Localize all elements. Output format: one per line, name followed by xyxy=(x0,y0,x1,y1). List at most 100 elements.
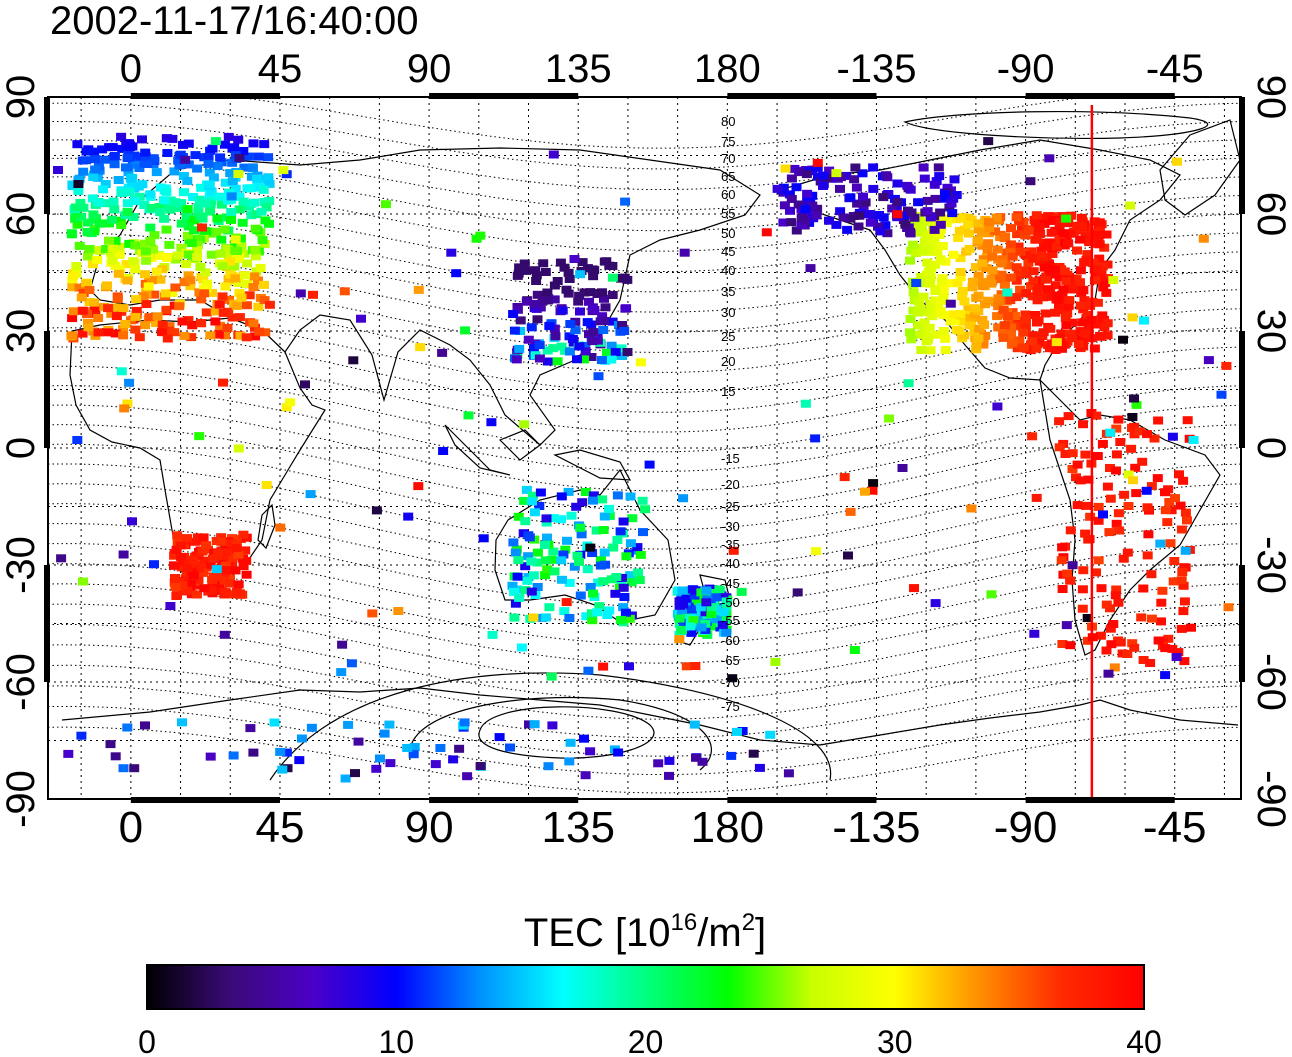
tec-data-cell xyxy=(564,347,575,356)
tec-data-cell xyxy=(602,348,612,357)
tec-data-cell xyxy=(107,244,118,253)
tec-data-cell xyxy=(954,226,965,235)
lon-tick-label-top: 180 xyxy=(694,47,761,91)
tec-data-cell xyxy=(754,763,765,772)
tec-data-cell xyxy=(579,355,590,364)
tec-data-cell xyxy=(211,565,222,574)
frame-bar-right xyxy=(1239,97,1245,214)
tec-data-cell xyxy=(900,220,911,229)
tec-data-cell xyxy=(981,264,992,273)
tec-data-cell xyxy=(957,287,968,295)
tec-data-cell xyxy=(413,482,424,491)
tec-data-cell xyxy=(785,206,795,215)
tec-data-cell xyxy=(1113,415,1124,424)
tec-data-cell xyxy=(1072,460,1083,469)
tec-data-cell xyxy=(1057,585,1068,593)
tec-data-cell xyxy=(1123,470,1134,479)
tec-data-cell xyxy=(983,137,994,146)
tec-data-cell xyxy=(215,153,226,162)
tec-data-cell xyxy=(108,197,119,206)
tec-data-cell xyxy=(998,329,1009,338)
tec-data-cell xyxy=(529,304,540,313)
tec-data-cell xyxy=(534,354,545,363)
tec-data-cell xyxy=(1153,416,1164,425)
tec-data-cell xyxy=(148,245,159,254)
tec-data-cell xyxy=(794,168,805,177)
tec-data-cell xyxy=(207,144,218,153)
tec-data-cell xyxy=(528,344,539,353)
tec-data-cell xyxy=(852,199,863,208)
tec-data-cell xyxy=(1065,526,1076,535)
tec-data-cell xyxy=(129,197,140,206)
tec-data-cell xyxy=(367,609,378,618)
tec-data-cell xyxy=(691,753,701,762)
tec-data-cell xyxy=(1081,501,1091,510)
tec-data-cell xyxy=(549,281,560,290)
tec-data-cell xyxy=(548,514,559,523)
tec-data-cell xyxy=(114,250,125,259)
tec-data-cell xyxy=(510,599,521,608)
tec-data-cell xyxy=(183,316,194,325)
contour-label-north: 20 xyxy=(721,354,735,369)
tec-data-cell xyxy=(930,260,940,269)
tec-data-cell xyxy=(209,580,220,588)
tec-data-cell xyxy=(1062,309,1073,318)
tec-data-cell xyxy=(111,312,122,321)
tec-data-cell xyxy=(854,211,865,220)
tec-data-cell xyxy=(403,512,414,521)
tec-data-cell xyxy=(1089,265,1100,274)
tec-data-cell xyxy=(197,547,208,556)
tec-data-cell xyxy=(953,233,964,242)
tec-data-cell xyxy=(110,261,121,270)
tec-data-cell xyxy=(906,208,917,217)
tec-data-cell xyxy=(454,744,465,753)
contour-label-south: -40 xyxy=(721,556,740,571)
tec-data-cell xyxy=(679,248,690,257)
tec-data-cell xyxy=(1029,629,1040,638)
tec-data-cell xyxy=(617,321,628,329)
tec-data-cell xyxy=(864,210,874,218)
tec-data-cell xyxy=(1146,614,1157,623)
tec-data-cell xyxy=(244,291,255,300)
tec-data-cell xyxy=(385,759,396,768)
tec-data-cell xyxy=(585,543,596,552)
tec-data-cell xyxy=(1129,643,1140,652)
tec-data-cell xyxy=(1177,568,1188,576)
tec-data-cell xyxy=(89,303,100,312)
tec-data-cell xyxy=(1032,318,1042,327)
lat-tick-label-left: 90 xyxy=(0,75,43,120)
tec-data-cell xyxy=(67,331,78,340)
tec-data-cell xyxy=(980,300,990,309)
tec-data-cell xyxy=(234,205,245,214)
tec-data-cell xyxy=(112,294,123,303)
tec-data-cell xyxy=(549,324,560,333)
tec-data-cell xyxy=(542,565,553,574)
tec-data-cell xyxy=(542,533,552,542)
tec-data-cell xyxy=(1057,640,1068,648)
tec-data-cell xyxy=(860,198,871,207)
tec-data-cell xyxy=(577,258,588,267)
tec-data-cell xyxy=(1082,250,1093,259)
tec-data-cell xyxy=(215,321,226,330)
tec-data-cell xyxy=(237,218,248,227)
tec-data-cell xyxy=(1063,239,1074,248)
tec-data-cell xyxy=(542,288,553,297)
tec-data-cell xyxy=(1045,270,1056,279)
tec-data-cell xyxy=(110,236,121,245)
tec-data-cell xyxy=(196,295,207,304)
tec-data-cell xyxy=(1093,502,1104,511)
tec-data-cell xyxy=(235,331,246,340)
tec-data-cell xyxy=(1142,503,1153,512)
tec-data-cell xyxy=(140,321,151,330)
tec-data-cell xyxy=(841,171,852,180)
tec-data-cell xyxy=(1046,292,1057,301)
tec-data-cell xyxy=(905,328,915,337)
tec-data-cell xyxy=(1060,314,1071,322)
tec-data-cell xyxy=(174,302,185,311)
tec-data-cell xyxy=(952,278,963,287)
tec-data-cell xyxy=(1002,288,1013,297)
tec-data-cell xyxy=(955,268,966,276)
lat-tick-label-left: 30 xyxy=(0,309,43,354)
tec-data-cell xyxy=(264,179,275,188)
tec-data-cell xyxy=(858,192,868,201)
